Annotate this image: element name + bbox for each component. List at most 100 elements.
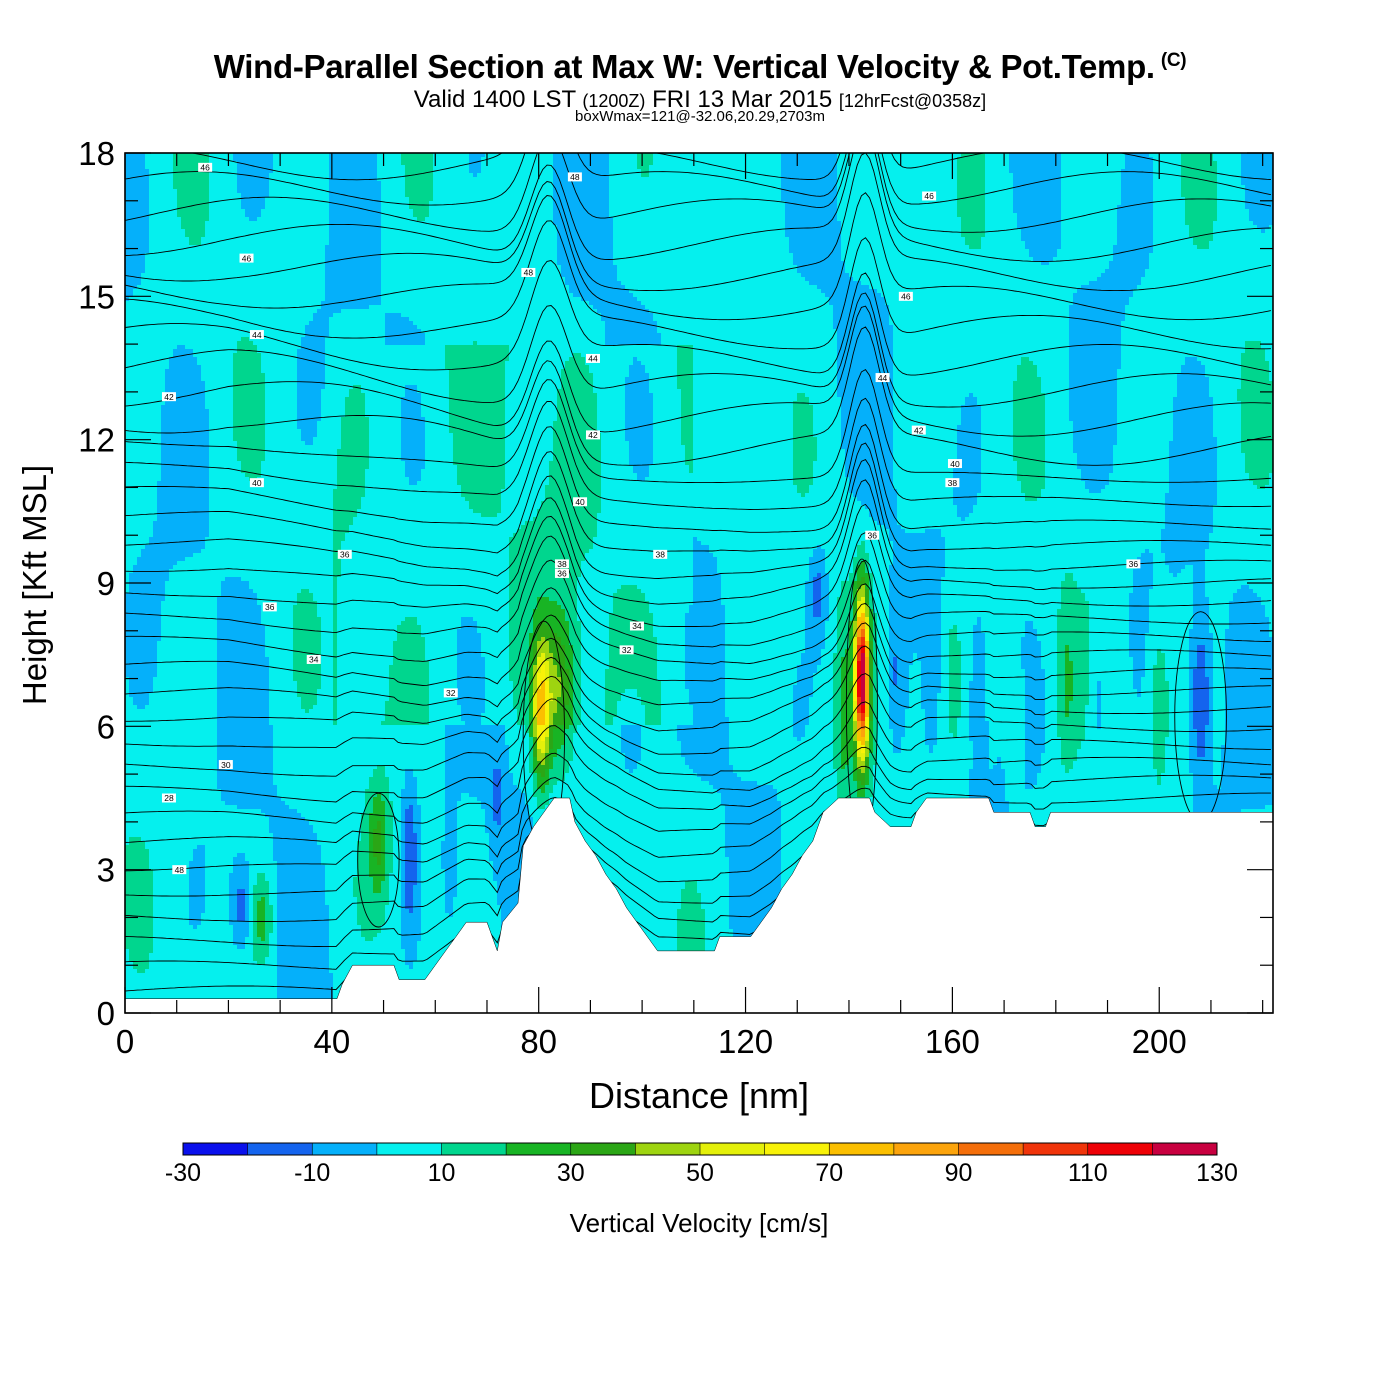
theta-label-bg — [239, 253, 254, 263]
w-cell — [1009, 153, 1014, 174]
w-cell — [249, 153, 254, 222]
w-cell — [397, 625, 402, 726]
w-cell — [1261, 489, 1266, 606]
w-cell — [393, 641, 398, 726]
w-cell — [577, 153, 582, 298]
w-cell — [353, 385, 358, 518]
w-cell — [549, 461, 554, 602]
w-cell — [1193, 357, 1198, 670]
w-cell — [917, 533, 922, 662]
theta-label: 28 — [164, 793, 174, 803]
theta-contour — [125, 153, 1271, 233]
w-cell — [445, 153, 450, 346]
w-cell — [965, 517, 970, 802]
w-cell — [1073, 293, 1078, 454]
w-cell — [929, 529, 934, 754]
w-cell — [1245, 341, 1250, 474]
w-cell — [469, 617, 474, 798]
w-cell — [377, 893, 382, 934]
w-cell — [1121, 169, 1126, 322]
w-cell — [649, 613, 654, 726]
w-cell — [805, 581, 810, 726]
w-cell — [1265, 485, 1270, 618]
w-cell — [237, 889, 242, 922]
w-cell — [545, 597, 550, 626]
w-cell — [1037, 153, 1042, 262]
w-cell — [1001, 153, 1006, 770]
w-cell — [297, 593, 302, 698]
w-cell — [641, 481, 646, 594]
w-cell — [389, 153, 394, 314]
w-cell — [641, 365, 646, 482]
w-cell — [553, 421, 558, 602]
w-cell — [733, 153, 738, 774]
w-cell — [865, 153, 870, 286]
theta-label-bg — [262, 602, 277, 612]
w-cell — [861, 629, 866, 638]
colorbar-swatch — [506, 1143, 572, 1155]
w-cell — [857, 609, 862, 618]
w-cell — [1085, 601, 1090, 706]
w-cell — [657, 333, 662, 346]
w-cell — [685, 613, 690, 690]
theta-contour — [125, 153, 1271, 206]
w-cell — [797, 493, 802, 666]
w-cell — [421, 221, 426, 334]
w-cell — [689, 153, 694, 346]
w-cell — [561, 745, 566, 782]
w-cell — [625, 441, 630, 586]
w-cell — [505, 345, 510, 362]
w-cell — [809, 153, 814, 286]
w-cell — [421, 637, 426, 726]
w-cell — [289, 809, 294, 1013]
w-cell — [605, 725, 610, 1013]
theta-label-bg — [585, 353, 600, 363]
w-cell — [969, 741, 974, 770]
w-cell — [1197, 361, 1202, 646]
w-cell — [141, 273, 146, 550]
w-cell — [921, 533, 926, 710]
w-cell — [1093, 281, 1098, 494]
w-cell — [417, 725, 422, 806]
w-cell — [709, 785, 714, 1013]
w-cell — [461, 725, 466, 794]
theta-label-bg — [521, 267, 536, 277]
w-cell — [261, 209, 266, 374]
w-cell — [557, 265, 562, 390]
w-cell — [369, 813, 374, 878]
theta-label-bg — [947, 459, 962, 469]
w-cell — [145, 705, 150, 850]
w-cell — [837, 153, 842, 222]
w-cell — [1089, 153, 1094, 282]
w-cell — [473, 621, 478, 798]
w-cell — [705, 781, 710, 1013]
w-cell — [301, 441, 306, 590]
w-cell — [137, 285, 142, 558]
w-cell — [169, 569, 174, 1013]
w-cell — [405, 153, 410, 198]
w-cell — [1257, 229, 1262, 342]
w-cell — [861, 721, 866, 730]
w-cell — [1137, 557, 1142, 698]
w-cell — [1081, 593, 1086, 742]
w-cell — [637, 361, 642, 482]
colorbar-tick-label: 10 — [428, 1159, 456, 1187]
w-cell — [1217, 153, 1222, 790]
w-cell — [481, 713, 486, 726]
w-cell — [845, 153, 850, 274]
w-cell — [697, 893, 702, 998]
w-cell — [853, 621, 858, 638]
w-cell — [373, 893, 378, 938]
w-cell — [469, 345, 474, 510]
w-cell — [477, 345, 482, 514]
w-cell — [409, 913, 414, 970]
w-cell — [677, 345, 682, 390]
w-cell — [1197, 249, 1202, 362]
w-cell — [493, 153, 498, 346]
w-cell — [565, 729, 570, 774]
w-cell — [865, 629, 870, 642]
w-cell — [861, 637, 866, 646]
w-cell — [125, 949, 130, 1013]
w-cell — [1197, 645, 1202, 758]
w-cell — [129, 153, 134, 298]
